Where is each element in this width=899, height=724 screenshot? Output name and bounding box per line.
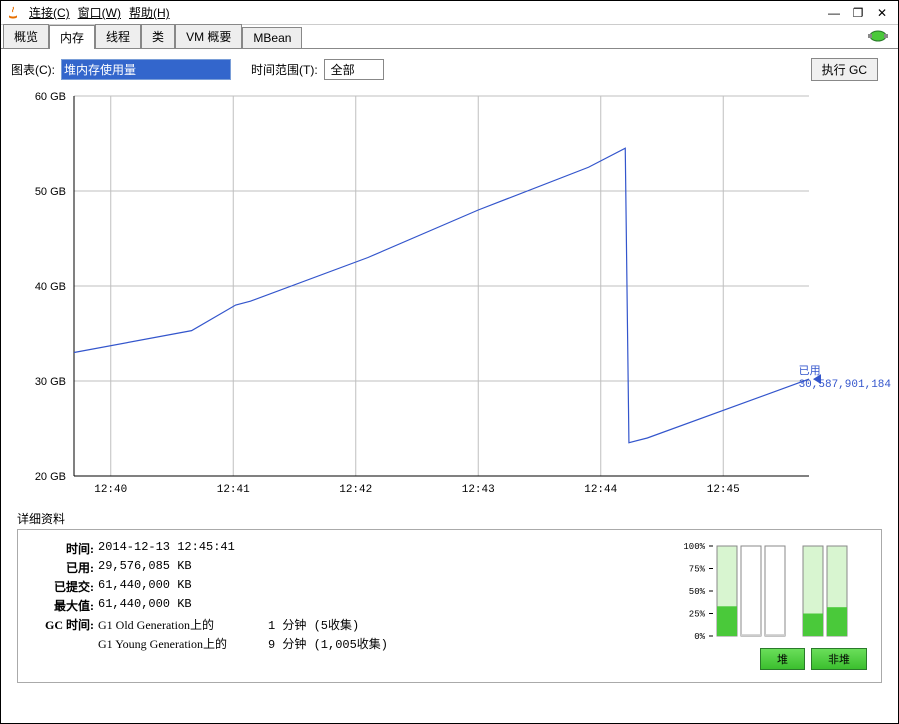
- tab-bar: 概览 内存 线程 类 VM 概要 MBean: [1, 25, 898, 49]
- tab-classes[interactable]: 类: [141, 24, 175, 48]
- maximize-button[interactable]: ❐: [846, 6, 870, 20]
- time-value: 2014-12-13 12:45:41: [98, 540, 235, 557]
- max-label: 最大值:: [32, 597, 94, 614]
- svg-text:0%: 0%: [694, 632, 705, 642]
- svg-text:20 GB: 20 GB: [35, 471, 66, 483]
- committed-label: 已提交:: [32, 578, 94, 595]
- memory-chart: 20 GB 30 GB 40 GB 50 GB 60 GB 12:40 12:41 12:42…: [19, 86, 889, 506]
- gc-old-name: G1 Old Generation上的: [98, 616, 268, 633]
- svg-text:50 GB: 50 GB: [35, 186, 66, 198]
- svg-text:30 GB: 30 GB: [35, 376, 66, 388]
- perform-gc-button[interactable]: 执行 GC: [811, 58, 878, 81]
- used-label: 已用:: [32, 559, 94, 576]
- memory-panel: 图表(C): 堆内存使用量 时间范围(T): 全部 执行 GC 20 GB 30 …: [1, 49, 898, 687]
- gc-young-name: G1 Young Generation上的: [98, 635, 268, 652]
- svg-text:75%: 75%: [689, 565, 706, 575]
- chart-marker-label: 已用 30,587,901,184: [799, 362, 891, 391]
- tab-overview[interactable]: 概览: [3, 24, 49, 48]
- max-value: 61,440,000 KB: [98, 597, 192, 614]
- tab-vm-summary[interactable]: VM 概要: [175, 24, 242, 48]
- tab-memory[interactable]: 内存: [49, 25, 95, 49]
- svg-text:12:44: 12:44: [584, 484, 617, 496]
- committed-value: 61,440,000 KB: [98, 578, 192, 595]
- connection-status-icon: [868, 29, 888, 43]
- used-value: 29,576,085 KB: [98, 559, 192, 576]
- details-box: 时间:2014-12-13 12:45:41 已用:29,576,085 KB …: [17, 529, 882, 683]
- details-info: 时间:2014-12-13 12:45:41 已用:29,576,085 KB …: [32, 540, 672, 672]
- svg-text:12:45: 12:45: [707, 484, 740, 496]
- menu-connect[interactable]: 连接(C): [29, 4, 70, 21]
- menu-window[interactable]: 窗口(W): [78, 4, 121, 21]
- svg-text:12:42: 12:42: [339, 484, 372, 496]
- details-title: 详细资料: [17, 510, 882, 527]
- gc-young-value: 9 分钟 (1,005收集): [268, 635, 388, 652]
- svg-text:25%: 25%: [689, 610, 706, 620]
- svg-text:12:41: 12:41: [217, 484, 250, 496]
- gc-old-value: 1 分钟 (5收集): [268, 616, 359, 633]
- close-button[interactable]: ✕: [870, 6, 894, 20]
- memory-pools-panel: 100% 75% 50% 25% 0% 堆 非堆: [672, 540, 867, 672]
- chart-label: 图表(C):: [11, 61, 55, 78]
- heap-button[interactable]: 堆: [760, 648, 805, 670]
- chart-controls: 图表(C): 堆内存使用量 时间范围(T): 全部 执行 GC: [11, 59, 888, 80]
- menubar: 连接(C) 窗口(W) 帮助(H) — ❐ ✕: [1, 1, 898, 25]
- nonheap-button[interactable]: 非堆: [811, 648, 867, 670]
- svg-text:60 GB: 60 GB: [35, 91, 66, 103]
- svg-text:12:43: 12:43: [462, 484, 495, 496]
- range-select[interactable]: 全部: [324, 59, 384, 80]
- gc-time-label: GC 时间:: [32, 616, 94, 633]
- minimize-button[interactable]: —: [822, 6, 846, 20]
- details-section: 详细资料 时间:2014-12-13 12:45:41 已用:29,576,08…: [11, 510, 888, 683]
- svg-text:100%: 100%: [683, 542, 705, 552]
- range-label: 时间范围(T):: [251, 61, 318, 78]
- time-label: 时间:: [32, 540, 94, 557]
- menu-help[interactable]: 帮助(H): [129, 4, 170, 21]
- tab-mbean[interactable]: MBean: [242, 27, 302, 48]
- svg-text:12:40: 12:40: [94, 484, 127, 496]
- svg-text:50%: 50%: [689, 587, 706, 597]
- chart-select[interactable]: 堆内存使用量: [61, 59, 231, 80]
- tab-threads[interactable]: 线程: [95, 24, 141, 48]
- memory-pools-chart: 100% 75% 50% 25% 0%: [677, 540, 867, 650]
- java-icon: [5, 5, 21, 21]
- svg-text:40 GB: 40 GB: [35, 281, 66, 293]
